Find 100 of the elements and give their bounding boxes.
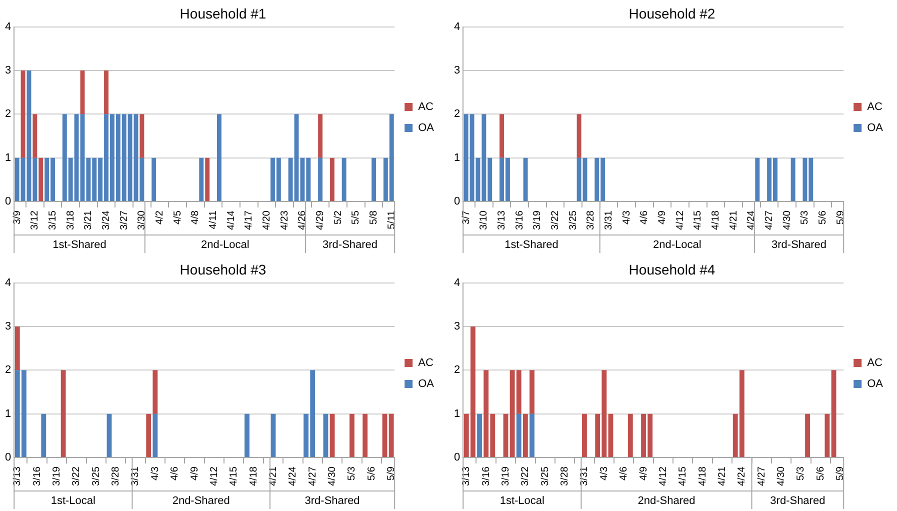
x-tick-label: 5/11 — [386, 210, 398, 230]
bar — [608, 414, 614, 458]
text: 1st-Local — [50, 495, 96, 508]
x-tick-label: 5/9 — [835, 210, 846, 224]
bar — [199, 158, 204, 202]
x-tick-label: 5/9 — [386, 466, 398, 480]
x-tick-label: 4/3 — [621, 210, 632, 224]
x-tick-label: 4/30 — [782, 210, 793, 230]
text: 3rd-Shared — [322, 239, 378, 252]
bar — [628, 414, 633, 458]
x-tick-label: 4/18 — [248, 466, 260, 486]
x-tick-label: 3/12 — [30, 210, 41, 230]
bar — [20, 70, 26, 158]
y-tick-label: 0 — [4, 452, 12, 464]
x-tick-label: 4/9 — [638, 466, 650, 480]
bar — [530, 370, 534, 414]
x-tick-label: 4/24 — [736, 466, 748, 486]
chart-title: Household #1 — [180, 5, 266, 22]
y-tick-label: 4 — [4, 20, 12, 33]
x-tick-label: 3/10 — [478, 210, 490, 230]
bar — [146, 414, 152, 458]
x-tick-label: 4/14 — [226, 210, 237, 230]
x-tick-label: 4/15 — [692, 210, 704, 230]
y-tick-label: 1 — [454, 408, 460, 420]
text: 3rd-Shared — [771, 239, 827, 252]
y-tick-label: 4 — [4, 276, 12, 289]
x-tick-label: 5/6 — [818, 210, 829, 224]
x-tick-label: 4/12 — [674, 210, 686, 230]
y-tick-label: 1 — [454, 152, 460, 164]
x-tick-label: 4/21 — [728, 210, 740, 230]
y-tick-label: 2 — [454, 364, 460, 376]
legend-label: AC — [867, 357, 882, 370]
bar — [330, 414, 335, 458]
x-tick-label: 3/24 — [101, 210, 112, 230]
bar — [503, 414, 508, 458]
x-tick-label: 3/25 — [540, 466, 551, 486]
y-tick-label: 2 — [4, 364, 12, 376]
x-tick-label: 3/19 — [500, 466, 512, 486]
bar — [152, 370, 158, 414]
bar — [323, 414, 328, 458]
bar — [318, 158, 323, 202]
x-tick-label: 4/8 — [190, 210, 202, 224]
y-tick-label: 3 — [4, 64, 12, 77]
x-tick-label: 4/17 — [244, 210, 255, 230]
y-tick-label: 4 — [454, 276, 460, 289]
x-tick-label: 4/9 — [657, 210, 668, 224]
bar — [106, 414, 112, 458]
x-tick-label: 4/12 — [658, 466, 669, 486]
bar — [216, 114, 222, 202]
legend-label: OA — [867, 122, 884, 134]
x-tick-label: 4/2 — [154, 210, 166, 224]
x-tick-label: 4/15 — [228, 466, 240, 486]
x-tick-label: 3/18 — [65, 210, 76, 230]
y-tick-label: 0 — [454, 452, 460, 464]
x-tick-label: 3/28 — [586, 210, 597, 230]
x-tick-label: 4/6 — [170, 466, 181, 480]
x-tick-label: 4/24 — [746, 210, 758, 230]
bar — [152, 158, 156, 202]
x-tick-label: 3/31 — [604, 210, 615, 230]
y-tick-label: 2 — [454, 108, 460, 120]
bar — [140, 114, 144, 158]
bar — [831, 370, 836, 458]
bar — [244, 414, 250, 458]
y-tick-label: 3 — [454, 64, 460, 77]
x-tick-label: 3/15 — [48, 210, 59, 230]
legend-label: OA — [418, 378, 435, 390]
x-tick-label: 4/30 — [776, 466, 788, 486]
x-tick-label: 5/2 — [332, 210, 344, 224]
x-tick-label: 4/24 — [288, 466, 299, 486]
x-tick-label: 4/27 — [756, 466, 768, 486]
y-tick-label: 2 — [4, 108, 12, 120]
x-tick-label: 5/9 — [835, 466, 846, 480]
x-tick-label: 4/20 — [262, 210, 273, 230]
x-tick-label: 4/6 — [639, 210, 650, 224]
text: 3rd-Shared — [770, 495, 826, 508]
text: 2nd-Shared — [172, 495, 230, 508]
x-tick-label: 4/11 — [208, 210, 220, 230]
x-tick-label: 3/21 — [83, 210, 94, 230]
x-tick-label: 3/22 — [71, 466, 82, 486]
x-tick-label: 3/16 — [480, 466, 492, 486]
x-tick-label: 3/22 — [550, 210, 562, 230]
x-tick-label: 3/19 — [52, 466, 63, 486]
bar — [582, 414, 587, 458]
text: 2nd-Local — [652, 239, 702, 252]
text: 1st-Shared — [504, 239, 558, 252]
x-tick-label: 3/28 — [110, 466, 122, 486]
bar — [32, 114, 38, 158]
x-tick-label: 4/18 — [697, 466, 708, 486]
x-tick-label: 3/22 — [520, 466, 532, 486]
legend-label: OA — [418, 122, 435, 134]
bar — [270, 414, 276, 458]
bar — [350, 414, 354, 458]
x-tick-label: 4/30 — [327, 466, 338, 486]
x-tick-label: 3/28 — [560, 466, 571, 486]
bar — [60, 370, 66, 458]
y-tick-label: 3 — [4, 320, 12, 333]
bar — [41, 414, 46, 458]
bar — [362, 414, 368, 458]
x-tick-label: 3/19 — [532, 210, 544, 230]
bar — [14, 326, 20, 370]
